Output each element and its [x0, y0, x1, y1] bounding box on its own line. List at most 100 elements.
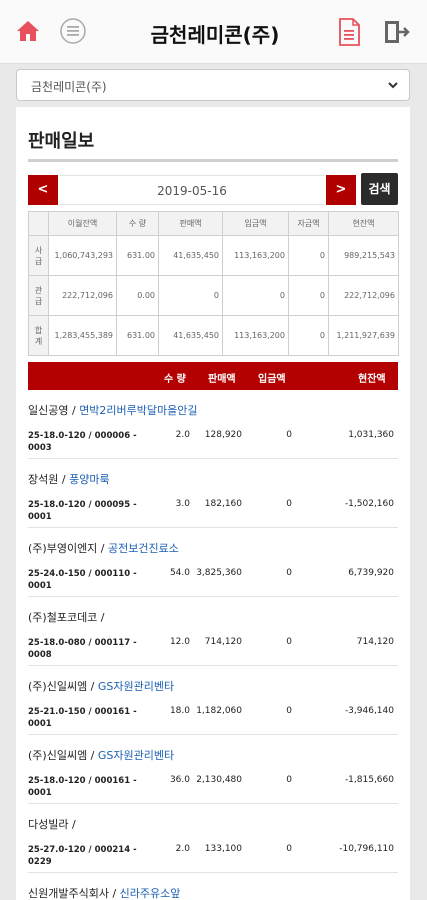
summary-table: 이월잔액 수 량 판매액 입금액 자금액 현잔액 사급 1,060,743,29… [28, 211, 399, 356]
summary-cell: 1,211,927,639 [328, 315, 399, 356]
item-sale: 714,120 [204, 637, 242, 647]
item-sale: 133,100 [204, 844, 242, 854]
list-header-balance: 현잔액 [358, 374, 386, 385]
summary-cell: 41,635,450 [158, 235, 223, 276]
item-name: 일신공영 / 면박2리버루박달마을안길 [28, 402, 198, 418]
item-qty: 12.0 [169, 637, 190, 647]
summary-cell: 631.00 [116, 235, 159, 276]
summary-cell: 1,060,743,293 [48, 235, 117, 276]
document-icon[interactable] [338, 18, 360, 46]
exit-icon[interactable] [384, 20, 410, 44]
chevron-down-icon [388, 82, 398, 89]
summary-cell: 0 [158, 275, 223, 316]
next-date-button[interactable]: > [326, 175, 356, 205]
list-item[interactable]: (주)신일씨엠 / GS자원관리벤타 25-18.0-120 / 000161 -… [28, 735, 398, 804]
item-separator: / [87, 749, 98, 762]
prev-date-button[interactable]: < [28, 175, 58, 205]
summary-header [28, 211, 49, 236]
item-site[interactable]: 공전보건진료소 [108, 542, 179, 555]
summary-header: 입금액 [222, 211, 289, 236]
company-select-value: 금천레미콘(주) [31, 80, 107, 94]
list-item[interactable]: (주)신일씨엠 / GS자원관리벤타 25-21.0-150 / 000161 -… [28, 666, 398, 735]
summary-cell: 0 [288, 235, 329, 276]
summary-header: 이월잔액 [48, 211, 117, 236]
item-sale: 128,920 [204, 430, 242, 440]
item-site[interactable]: GS자원관리벤타 [97, 749, 175, 762]
item-separator: / [97, 611, 105, 624]
item-qty: 54.0 [169, 568, 190, 578]
app-title: 금천레미콘(주) [150, 23, 280, 47]
company-select[interactable]: 금천레미콘(주) [16, 69, 410, 101]
item-customer: 일신공영 [28, 404, 69, 417]
summary-header: 자금액 [288, 211, 329, 236]
list-header-sale: 판매액 [208, 374, 236, 385]
menu-icon[interactable] [60, 18, 86, 44]
item-sale: 1,182,060 [196, 706, 242, 716]
summary-cell: 41,635,450 [158, 315, 223, 356]
summary-cell: 113,163,200 [222, 235, 289, 276]
item-code: 25-24.0-150 / 000110 - 0001 [28, 569, 137, 591]
item-separator: / [97, 542, 109, 555]
list-item[interactable]: 신원개발주식회사 / 신라주유소앞 [28, 873, 398, 900]
item-deposit: 0 [286, 775, 292, 785]
list-item[interactable]: (주)철포코데코 / 25-18.0-080 / 000117 - 0008 12… [28, 597, 398, 666]
summary-row-label: 사급 [28, 235, 49, 276]
summary-cell: 1,283,455,389 [48, 315, 117, 356]
item-balance: 1,031,360 [348, 430, 394, 440]
item-sale: 2,130,480 [196, 775, 242, 785]
item-code: 25-18.0-080 / 000117 - 0008 [28, 638, 137, 660]
item-code: 25-21.0-150 / 000161 - 0001 [28, 707, 137, 729]
item-site[interactable]: 신라주유소앞 [119, 887, 181, 900]
item-code: 25-18.0-120 / 000006 - 0003 [28, 431, 137, 453]
summary-cell: 989,215,543 [328, 235, 399, 276]
item-deposit: 0 [286, 706, 292, 716]
item-balance: 714,120 [356, 637, 394, 647]
item-name: (주)부영이엔지 / 공전보건진료소 [28, 540, 179, 556]
list-item[interactable]: 다성빌라 / 25-27.0-120 / 000214 - 0229 2.0 133… [28, 804, 398, 873]
item-site[interactable]: GS자원관리벤타 [97, 680, 175, 693]
list-item[interactable]: 일신공영 / 면박2리버루박달마을안길 25-18.0-120 / 000006 … [28, 390, 398, 459]
summary-cell: 0 [222, 275, 289, 316]
summary-header-row: 이월잔액 수 량 판매액 입금액 자금액 현잔액 [28, 211, 399, 236]
item-name: 다성빌라 / [28, 816, 76, 832]
item-balance: -10,796,110 [339, 844, 394, 854]
summary-cell: 222,712,096 [48, 275, 117, 316]
summary-cell: 113,163,200 [222, 315, 289, 356]
list-item[interactable]: (주)부영이엔지 / 공전보건진료소 25-24.0-150 / 000110 -… [28, 528, 398, 597]
item-code: 25-18.0-120 / 000161 - 0001 [28, 776, 137, 798]
date-display[interactable]: 2019-05-16 [60, 175, 324, 205]
home-icon[interactable] [16, 20, 40, 42]
date-bar: < 2019-05-16 > 검색 [28, 173, 398, 205]
item-separator: / [87, 680, 98, 693]
item-qty: 36.0 [169, 775, 190, 785]
item-customer: 신원개발주식회사 [28, 887, 109, 900]
item-name: (주)철포코데코 / [28, 609, 105, 625]
summary-cell: 0 [288, 315, 329, 356]
item-code: 25-18.0-120 / 000095 - 0001 [28, 500, 137, 522]
summary-row-label: 관급 [28, 275, 49, 316]
item-balance: -3,946,140 [344, 706, 394, 716]
item-deposit: 0 [286, 637, 292, 647]
item-customer: (주)철포코데코 [28, 611, 98, 624]
summary-row: 사급 1,060,743,293 631.00 41,635,450 113,1… [28, 235, 399, 276]
item-separator: / [58, 473, 70, 486]
summary-row: 관급 222,712,096 0.00 0 0 0 222,712,096 [28, 275, 399, 316]
item-site[interactable]: 풍양마룩 [69, 473, 110, 486]
item-code: 25-27.0-120 / 000214 - 0229 [28, 845, 137, 867]
report-panel: 판매일보 < 2019-05-16 > 검색 이월잔액 수 량 판매액 입금액 … [16, 107, 410, 900]
list-header: 수 량 판매액 입금액 현잔액 [28, 362, 398, 390]
list-item[interactable]: 장석원 / 풍양마룩 25-18.0-120 / 000095 - 0001 3.0… [28, 459, 398, 528]
item-qty: 3.0 [175, 499, 190, 509]
list-header-deposit: 입금액 [258, 374, 286, 385]
summary-header: 판매액 [158, 211, 223, 236]
summary-row-label: 합계 [28, 315, 49, 356]
item-separator: / [68, 404, 80, 417]
search-button[interactable]: 검색 [361, 173, 398, 205]
summary-row: 합계 1,283,455,389 631.00 41,635,450 113,1… [28, 315, 399, 356]
item-name: (주)신일씨엠 / GS자원관리벤타 [28, 747, 174, 763]
item-customer: (주)신일씨엠 [28, 749, 88, 762]
item-site[interactable]: 면박2리버루박달마을안길 [79, 404, 198, 417]
item-qty: 2.0 [175, 430, 190, 440]
item-name: 신원개발주식회사 / 신라주유소앞 [28, 885, 180, 900]
item-customer: (주)신일씨엠 [28, 680, 88, 693]
